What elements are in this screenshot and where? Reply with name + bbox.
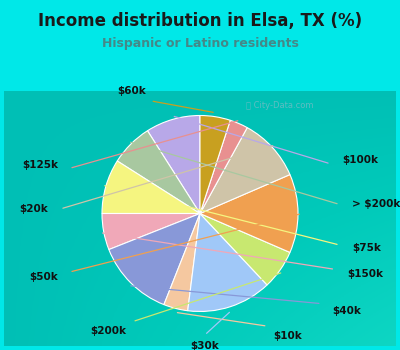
Wedge shape [117,131,200,214]
Text: $150k: $150k [347,269,383,279]
Text: $40k: $40k [332,307,361,316]
Wedge shape [200,214,290,285]
Text: $10k: $10k [274,331,302,341]
Text: $20k: $20k [19,204,48,214]
Wedge shape [200,116,230,214]
Wedge shape [109,214,200,304]
Text: Income distribution in Elsa, TX (%): Income distribution in Elsa, TX (%) [38,12,362,30]
Text: $50k: $50k [29,272,58,282]
Wedge shape [148,116,200,214]
Wedge shape [164,214,200,311]
Text: > $200k: > $200k [352,199,400,209]
Wedge shape [200,120,247,214]
Text: $30k: $30k [190,341,219,350]
Text: $200k: $200k [90,326,126,336]
Wedge shape [102,214,200,250]
Wedge shape [200,175,298,252]
Wedge shape [102,161,200,214]
Text: Ⓜ City-Data.com: Ⓜ City-Data.com [246,100,314,110]
Text: $75k: $75k [352,243,381,253]
Wedge shape [200,128,290,214]
Text: $100k: $100k [342,155,378,164]
Text: $125k: $125k [22,160,58,169]
Text: Hispanic or Latino residents: Hispanic or Latino residents [102,37,298,50]
Wedge shape [188,214,267,312]
Text: $60k: $60k [117,86,146,96]
